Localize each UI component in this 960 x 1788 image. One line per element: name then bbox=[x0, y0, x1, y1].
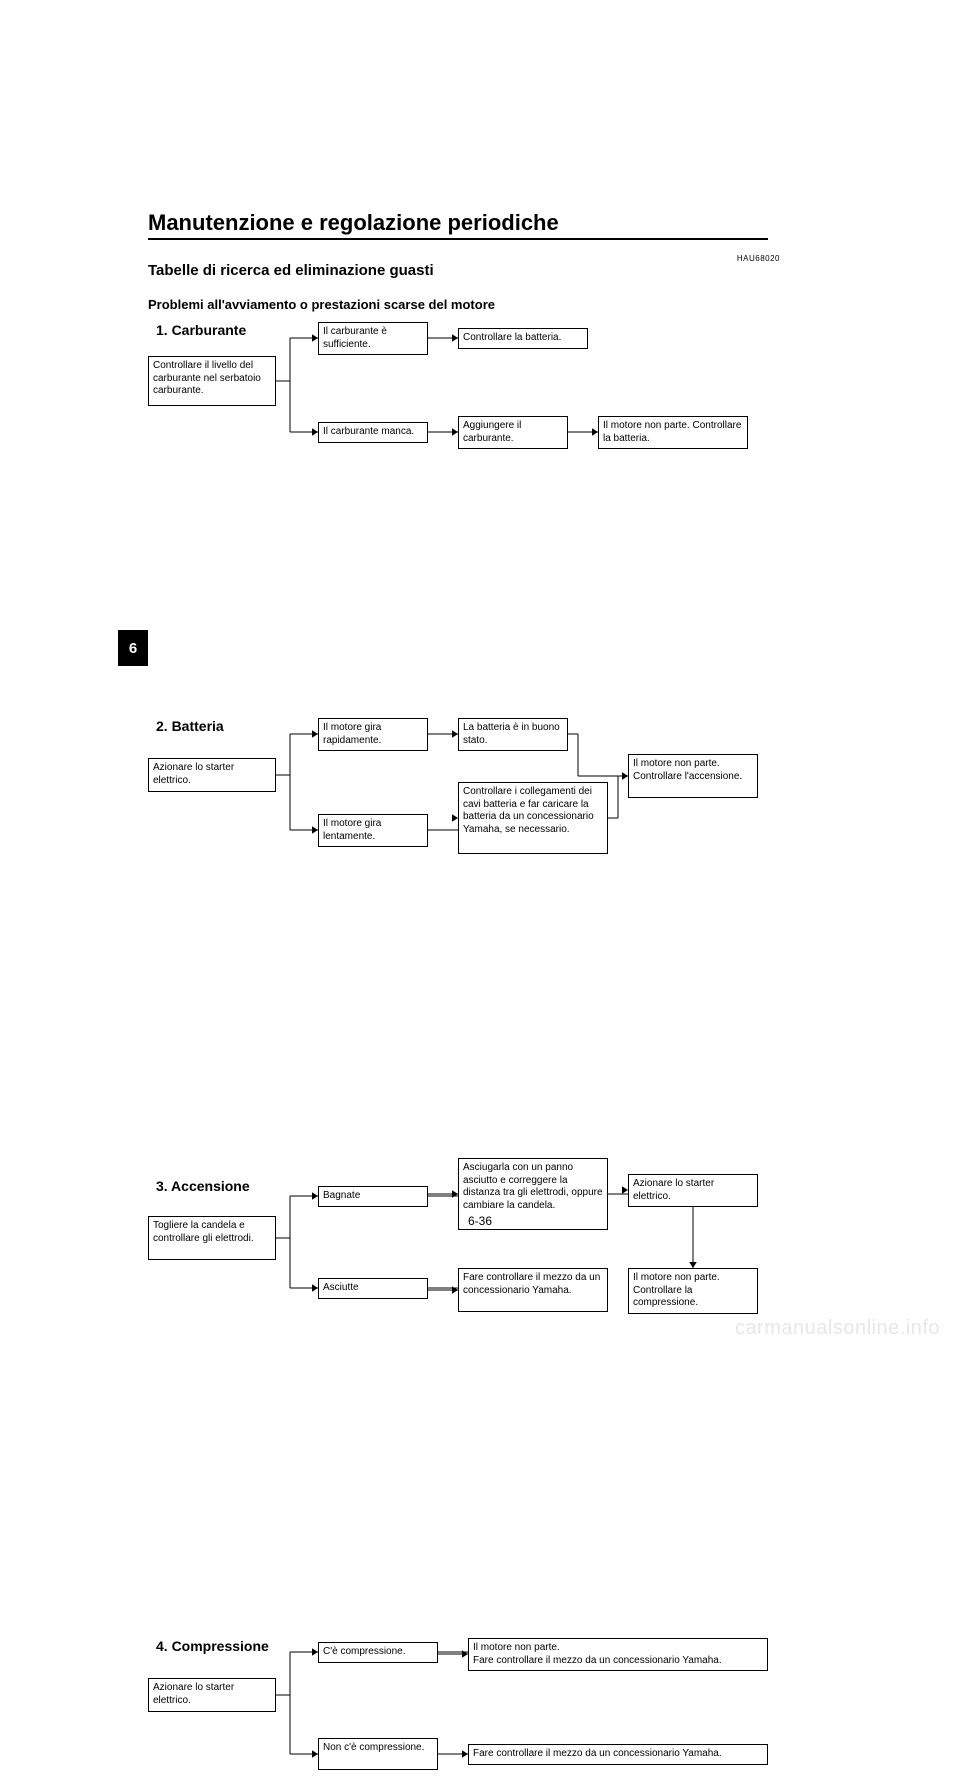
flow-node: Controllare la batteria. bbox=[458, 328, 588, 349]
flow-node: Bagnate bbox=[318, 1186, 428, 1207]
flowchart-area: 1. Carburante Controllare il livello del … bbox=[148, 322, 768, 1180]
flow-node: Il motore gira rapidamente. bbox=[318, 718, 428, 751]
page-content: Manutenzione e regolazione periodiche HA… bbox=[148, 210, 768, 1180]
flow-section-title: 2. Batteria bbox=[156, 718, 224, 734]
flow-node: Azionare lo starter elettrico. bbox=[628, 1174, 758, 1207]
flow-node: Asciutte bbox=[318, 1278, 428, 1299]
chapter-side-tab: 6 bbox=[118, 630, 148, 666]
flow-node: Il carburante manca. bbox=[318, 422, 428, 443]
flow-node: Controllare i collegamenti dei cavi batt… bbox=[458, 782, 608, 854]
flow-node: La batteria è in buono stato. bbox=[458, 718, 568, 751]
flow-node: Il carburante è sufficiente. bbox=[318, 322, 428, 355]
flow-section-fuel: 1. Carburante Controllare il livello del … bbox=[148, 322, 768, 470]
flow-node: Azionare lo starter elettrico. bbox=[148, 758, 276, 792]
flow-section-battery: 2. Batteria Azionare lo starter elettrico… bbox=[148, 718, 768, 888]
flow-node: Il motore gira lentamente. bbox=[318, 814, 428, 847]
flow-section-compression: 4. Compressione Azionare lo starter elett… bbox=[148, 1638, 768, 1788]
flow-node: Il motore non parte.Fare controllare il … bbox=[468, 1638, 768, 1671]
section-title: Tabelle di ricerca ed eliminazione guast… bbox=[148, 262, 768, 279]
flow-node: Controllare il livello del carburante ne… bbox=[148, 356, 276, 406]
chapter-title: Manutenzione e regolazione periodiche bbox=[148, 210, 768, 240]
flow-node: Il motore non parte. Controllare la comp… bbox=[628, 1268, 758, 1314]
flow-node: Aggiungere il carburante. bbox=[458, 416, 568, 449]
flow-node: C'è compressione. bbox=[318, 1642, 438, 1663]
flow-node: Il motore non parte. Controllare la batt… bbox=[598, 416, 748, 449]
flow-node: Azionare lo starter elettrico. bbox=[148, 1678, 276, 1712]
flow-node: Il motore non parte. Controllare l'accen… bbox=[628, 754, 758, 798]
flow-section-title: 3. Accensione bbox=[156, 1178, 250, 1194]
flow-section-ignition: 3. AccensioneTogliere la candela e contr… bbox=[148, 1158, 768, 1348]
flow-section-title: 1. Carburante bbox=[156, 322, 246, 338]
flow-node: Fare controllare il mezzo da un concessi… bbox=[458, 1268, 608, 1312]
subsection-title: Problemi all'avviamento o prestazioni sc… bbox=[148, 297, 768, 312]
doc-code: HAU68020 bbox=[737, 254, 780, 263]
flow-section-title: 4. Compressione bbox=[156, 1638, 269, 1654]
flow-node: Fare controllare il mezzo da un concessi… bbox=[468, 1744, 768, 1765]
flow-node: Non c'è compressione. bbox=[318, 1738, 438, 1770]
watermark: carmanualsonline.info bbox=[735, 1317, 940, 1340]
page-number: 6-36 bbox=[0, 1214, 960, 1228]
